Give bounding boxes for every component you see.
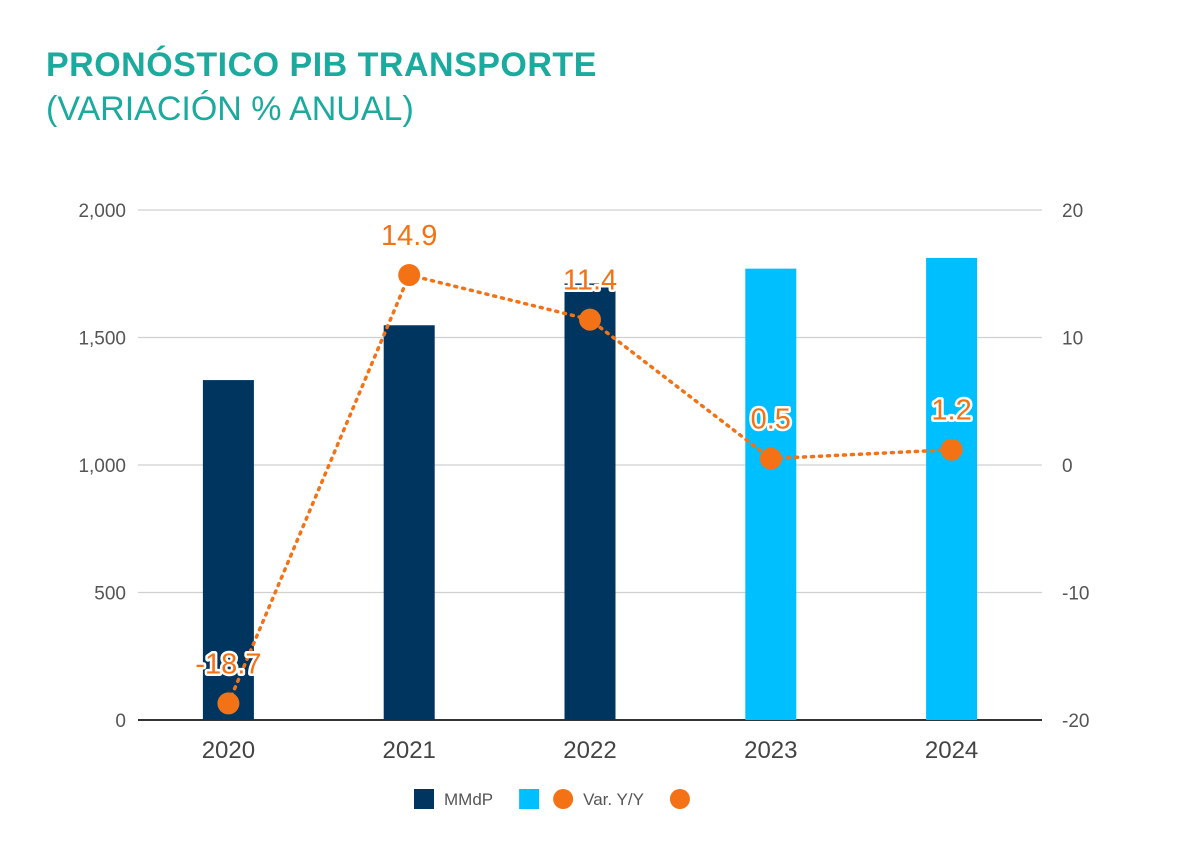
var-yy-point-2020 (217, 692, 240, 715)
y-left-tick-label: 2,000 (78, 201, 126, 222)
y-right-tick-label: 20 (1062, 201, 1083, 222)
legend-swatch-square (414, 789, 434, 809)
x-tick-label: 2023 (744, 737, 797, 764)
var-yy-data-label: -18.7 (195, 648, 261, 680)
y-left-tick-label: 1,000 (78, 456, 126, 477)
var-yy-data-label: 0.5 (751, 404, 791, 436)
var-yy-point-2024 (940, 438, 963, 461)
chart-subtitle: (VARIACIÓN % ANUAL) (46, 90, 414, 128)
y-right-tick-label: 0 (1062, 456, 1073, 477)
y-right-tick-label: -20 (1062, 711, 1089, 732)
x-tick-label: 2020 (202, 737, 255, 764)
legend-label: MMdP (444, 790, 493, 809)
var-yy-point-2022 (579, 308, 601, 331)
bar-2023 (745, 268, 797, 720)
bar-2024 (926, 257, 978, 720)
var-yy-data-label: 1.2 (931, 395, 971, 427)
x-tick-label: 2024 (925, 737, 978, 764)
chart-title: PRONÓSTICO PIB TRANSPORTE (46, 46, 597, 84)
var-yy-point-2023 (759, 447, 782, 470)
y-right-tick-label: 10 (1062, 329, 1083, 350)
var-yy-point-2021 (398, 264, 421, 287)
var-yy-data-label: 11.4 (563, 265, 617, 297)
bar-2021 (383, 325, 435, 720)
y-left-tick-label: 0 (115, 711, 126, 732)
legend-swatch-circle (553, 789, 574, 809)
var-yy-data-label: 14.9 (381, 220, 437, 252)
x-tick-label: 2021 (383, 737, 436, 764)
bar-2022 (564, 283, 616, 720)
legend-swatch-square (519, 789, 540, 809)
y-left-tick-label: 1,500 (78, 329, 126, 350)
y-left-tick-label: 500 (94, 584, 126, 605)
legend-swatch-circle (669, 789, 690, 809)
legend-label: Var. Y/Y (583, 790, 644, 809)
y-right-tick-label: -10 (1062, 584, 1089, 605)
x-tick-label: 2022 (563, 737, 616, 764)
